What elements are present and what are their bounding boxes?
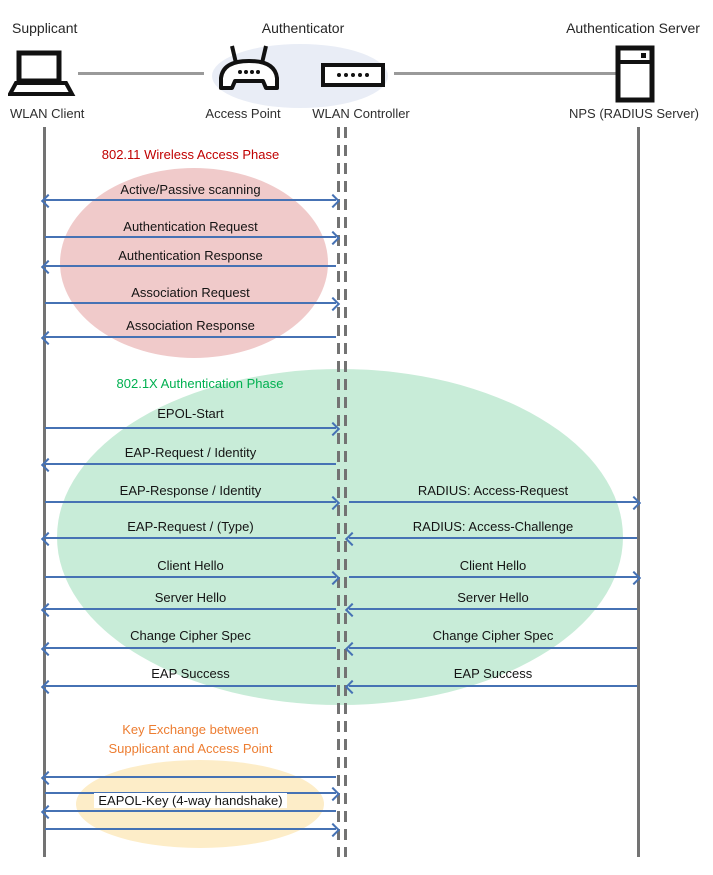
msg-eapol-key-text: EAPOL-Key (4-way handshake) <box>94 793 287 808</box>
msg-client-hello-right: Client Hello <box>459 558 527 573</box>
arrow-client-hello-right <box>349 576 637 578</box>
role-supplicant: Supplicant <box>12 20 78 36</box>
arrow-server-hello-right <box>349 608 637 610</box>
msg-change-cipher-spec-right: Change Cipher Spec <box>432 628 554 643</box>
msg-client-hello-left: Client Hello <box>157 558 224 573</box>
msg-authentication-request: Authentication Request <box>123 219 258 234</box>
msg-eap-request-type: EAP-Request / (Type) <box>127 519 254 534</box>
arrow-eap-success-left <box>45 685 336 687</box>
msg-association-request: Association Request <box>131 285 250 300</box>
arrow-server-hello-left <box>45 608 336 610</box>
laptop-icon <box>8 50 76 98</box>
arrow-eapol-key-4 <box>45 828 336 830</box>
access-point-icon <box>216 44 282 92</box>
lifeline-wlan-controller-right <box>344 127 347 857</box>
msg-server-hello-right: Server Hello <box>457 590 529 605</box>
lifeline-wlan-client <box>43 127 46 857</box>
arrow-eap-request-identity <box>45 463 336 465</box>
role-authentication-server: Authentication Server <box>566 20 700 36</box>
connector-client-to-ap <box>78 72 204 75</box>
msg-eap-request-identity: EAP-Request / Identity <box>124 445 257 460</box>
lifeline-wlan-controller-left <box>337 127 340 857</box>
arrow-eapol-key-1 <box>45 776 336 778</box>
connector-controller-to-server <box>394 72 618 75</box>
phase-title-key-exchange-line1: Key Exchange between <box>122 722 259 737</box>
phase-title-key-exchange-line2: Supplicant and Access Point <box>108 741 273 756</box>
arrow-change-cipher-spec-right <box>349 647 637 649</box>
device-access-point: Access Point <box>205 106 281 121</box>
msg-eapol-key: EAPOL-Key (4-way handshake) <box>45 793 336 809</box>
msg-server-hello-left: Server Hello <box>154 590 227 605</box>
server-icon <box>615 45 655 103</box>
arrow-epol-start <box>45 427 336 429</box>
device-nps-radius-server: NPS (RADIUS Server) <box>568 106 700 121</box>
arrow-client-hello-left <box>45 576 336 578</box>
arrow-radius-access-request <box>349 501 637 503</box>
msg-change-cipher-spec-left: Change Cipher Spec <box>130 628 251 643</box>
arrow-active-passive-scanning <box>45 199 336 201</box>
arrow-change-cipher-spec-left <box>45 647 336 649</box>
msg-active-passive-scanning: Active/Passive scanning <box>120 182 261 197</box>
msg-radius-access-request: RADIUS: Access-Request <box>417 483 569 498</box>
arrow-authentication-request <box>45 236 336 238</box>
msg-radius-access-challenge: RADIUS: Access-Challenge <box>412 519 574 534</box>
arrow-radius-access-challenge <box>349 537 637 539</box>
arrow-association-request <box>45 302 336 304</box>
arrow-eap-request-type <box>45 537 336 539</box>
msg-epol-start: EPOL-Start <box>157 406 224 421</box>
device-wlan-controller: WLAN Controller <box>312 106 410 121</box>
arrow-eapol-key-3 <box>45 810 336 812</box>
role-authenticator: Authenticator <box>261 20 345 36</box>
msg-association-response: Association Response <box>126 318 255 333</box>
msg-eap-success-right: EAP Success <box>453 666 533 681</box>
arrow-authentication-response <box>45 265 336 267</box>
wlan-controller-icon <box>321 63 385 87</box>
phase-title-8021x: 802.1X Authentication Phase <box>116 376 284 391</box>
device-wlan-client: WLAN Client <box>10 106 85 121</box>
arrow-association-response <box>45 336 336 338</box>
arrow-eap-success-right <box>349 685 637 687</box>
arrow-eap-response-identity <box>45 501 336 503</box>
phase-title-80211: 802.11 Wireless Access Phase <box>101 147 280 162</box>
lifeline-nps <box>637 127 640 857</box>
msg-eap-success-left: EAP Success <box>151 666 230 681</box>
msg-eap-response-identity: EAP-Response / Identity <box>119 483 262 498</box>
msg-authentication-response: Authentication Response <box>118 248 263 263</box>
